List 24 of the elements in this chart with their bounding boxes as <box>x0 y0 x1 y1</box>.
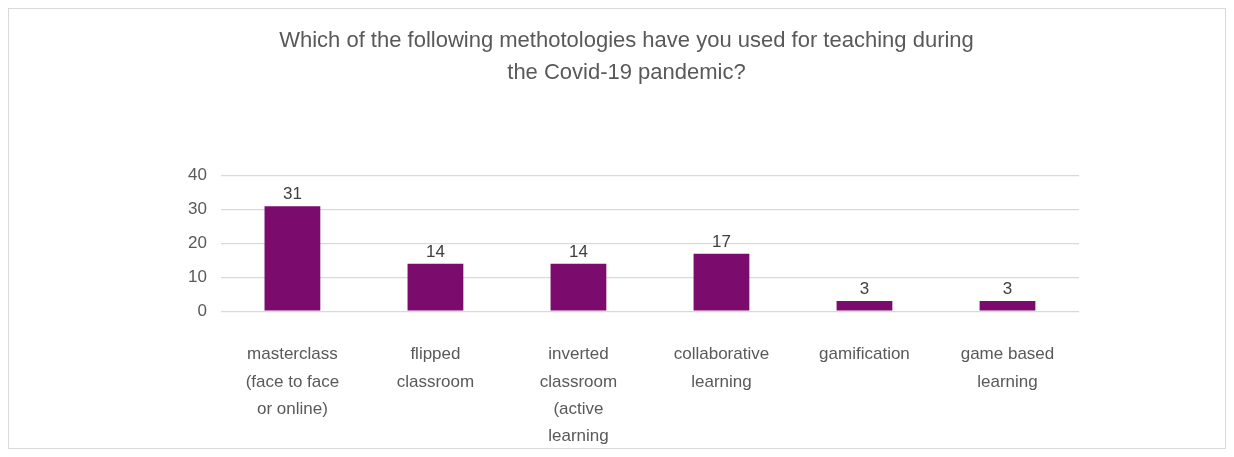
data-label: 14 <box>568 242 588 261</box>
bar <box>264 206 321 311</box>
data-label: 3 <box>859 279 870 299</box>
x-tick-label: inverted classroom (active learning <box>539 344 618 446</box>
data-label: 17 <box>712 231 731 251</box>
data-label: 3 <box>1002 279 1013 299</box>
y-tick-label: 10 <box>187 267 207 287</box>
y-tick-label: 0 <box>197 300 207 320</box>
chart-title: Which of the following methotologies have you used for teaching during the Covid-19 pandemic? <box>279 27 974 84</box>
y-tick-label: 20 <box>187 233 207 253</box>
bar <box>550 263 607 311</box>
x-tick-label: masterclass (face to face or online) <box>245 344 340 418</box>
y-tick-label: 40 <box>187 165 207 185</box>
x-tick-label: collaborative learning <box>673 344 770 391</box>
bar <box>693 253 750 311</box>
bar <box>979 301 1036 311</box>
data-label: 31 <box>282 184 302 204</box>
y-tick-label: 30 <box>187 199 207 219</box>
x-tick-label: flipped classroom <box>396 344 475 391</box>
x-tick-label: game based learning <box>960 344 1055 391</box>
data-label: 14 <box>425 242 445 261</box>
bar <box>407 263 464 311</box>
bar <box>836 301 893 311</box>
x-tick-label: gamification <box>819 344 910 364</box>
